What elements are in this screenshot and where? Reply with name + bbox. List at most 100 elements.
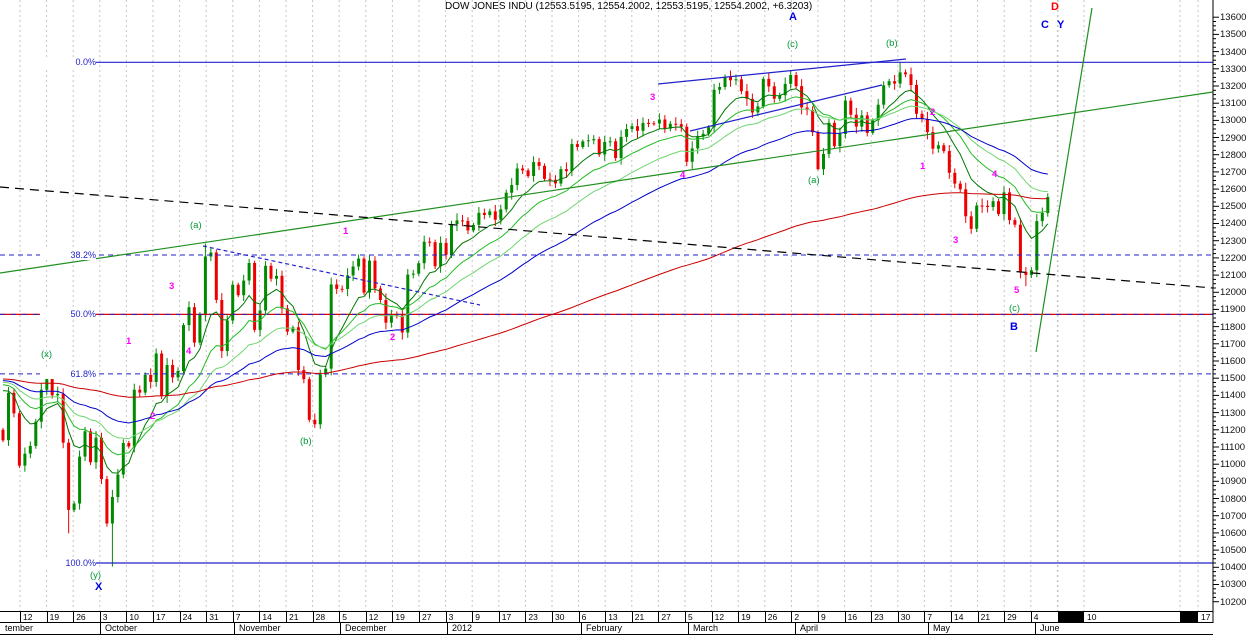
time-axis-weeks: 12 19 26 3 10 17 24 31 7 14 21 28 5 12 19 27 3 9 17 23 30 6 13… bbox=[0, 611, 1213, 623]
price-tick-label: 13400 bbox=[1220, 47, 1247, 58]
price-tick-label: 11000 bbox=[1220, 459, 1246, 470]
week-tick: 24 bbox=[179, 612, 207, 623]
price-tick-label: 10900 bbox=[1220, 476, 1247, 487]
price-tick-label: 11800 bbox=[1220, 322, 1246, 333]
fib-level-label: 100.0% bbox=[40, 558, 96, 568]
wave-label: 4 bbox=[186, 346, 192, 357]
wave-label: 3 bbox=[169, 281, 175, 292]
week-tick: 6 bbox=[578, 612, 606, 623]
week-tick: 19 bbox=[392, 612, 419, 623]
price-tick-label: 11100 bbox=[1220, 442, 1246, 453]
future-week-marker bbox=[1058, 612, 1084, 623]
week-tick: 17 bbox=[153, 612, 180, 623]
price-tick-label: 11900 bbox=[1220, 304, 1246, 315]
wave-label: (a) bbox=[190, 220, 202, 231]
fib-level-label: 38.2% bbox=[40, 250, 96, 260]
wave-label: D bbox=[1051, 1, 1059, 13]
wave-label: (y) bbox=[90, 570, 102, 581]
fib-level-label: 61.8% bbox=[40, 369, 96, 379]
week-tick: 9 bbox=[472, 612, 499, 623]
wave-label: C bbox=[1041, 19, 1049, 31]
future-week-marker bbox=[1180, 612, 1198, 623]
week-tick: 21 bbox=[286, 612, 313, 623]
price-tick-label: 12200 bbox=[1220, 253, 1247, 264]
price-tick-label: 12700 bbox=[1220, 167, 1247, 178]
wave-label: 5 bbox=[1014, 285, 1020, 296]
week-tick: 26 bbox=[764, 612, 792, 623]
month-separator bbox=[340, 623, 344, 634]
month-label: November bbox=[239, 623, 281, 633]
week-tick: 10 bbox=[126, 612, 153, 623]
future-week-label: 17 bbox=[1201, 612, 1211, 622]
price-tick-label: 10400 bbox=[1220, 562, 1247, 573]
week-tick: 29 bbox=[1004, 612, 1031, 623]
week-tick: 17 bbox=[498, 612, 526, 623]
price-tick-label: 11300 bbox=[1220, 408, 1246, 419]
week-tick: 30 bbox=[897, 612, 925, 623]
wave-label: 4 bbox=[992, 169, 998, 180]
week-tick: 14 bbox=[259, 612, 286, 623]
price-tick-label: 10200 bbox=[1220, 597, 1247, 608]
month-separator bbox=[581, 623, 585, 634]
price-tick-label: 12100 bbox=[1220, 270, 1247, 281]
price-tick-label: 12300 bbox=[1220, 236, 1247, 247]
price-tick-label: 10300 bbox=[1220, 579, 1247, 590]
wave-label: Y bbox=[1057, 19, 1065, 31]
price-tick-label: 10500 bbox=[1220, 545, 1247, 556]
wave-label: 2 bbox=[390, 332, 396, 343]
price-tick-label: 12400 bbox=[1220, 218, 1247, 229]
month-label: April bbox=[800, 623, 819, 633]
price-tick-label: 11400 bbox=[1220, 390, 1246, 401]
wave-label: X bbox=[95, 581, 103, 593]
month-separator bbox=[928, 623, 932, 634]
fib-level-label: 50.0% bbox=[40, 309, 96, 319]
week-tick: 2 bbox=[791, 612, 818, 623]
price-tick-label: 10700 bbox=[1220, 511, 1247, 522]
week-tick: 21 bbox=[977, 612, 1005, 623]
week-tick: 3 bbox=[99, 612, 127, 623]
time-axis-months: tember October November December 2012 Februar… bbox=[0, 623, 1213, 635]
price-tick-label: 11200 bbox=[1220, 425, 1246, 436]
month-separator bbox=[795, 623, 799, 634]
price-tick-label: 11600 bbox=[1220, 356, 1246, 367]
month-label: June bbox=[1040, 623, 1060, 633]
wave-label: (c) bbox=[787, 39, 799, 50]
price-tick-label: 13000 bbox=[1220, 115, 1247, 126]
month-separator bbox=[100, 623, 104, 634]
week-tick: 5 bbox=[339, 612, 366, 623]
wave-label: (a) bbox=[808, 175, 820, 186]
week-tick: 3 bbox=[445, 612, 473, 623]
price-tick-label: 13300 bbox=[1220, 64, 1247, 75]
wave-label: 1 bbox=[343, 226, 349, 237]
week-tick: 12 bbox=[711, 612, 739, 623]
wave-label: 1 bbox=[126, 336, 132, 347]
month-separator bbox=[1035, 623, 1039, 634]
month-label: December bbox=[345, 623, 387, 633]
price-tick-label: 12000 bbox=[1220, 287, 1247, 298]
month-separator bbox=[234, 623, 238, 634]
wave-label: (b) bbox=[886, 38, 898, 49]
week-tick: 23 bbox=[871, 612, 898, 623]
week-tick: 26 bbox=[73, 612, 100, 623]
wave-label: 1 bbox=[920, 161, 926, 172]
week-tick: 27 bbox=[658, 612, 685, 623]
week-tick: 12 bbox=[365, 612, 393, 623]
month-label: October bbox=[105, 623, 138, 633]
week-tick: 12 bbox=[20, 612, 47, 623]
week-tick: 23 bbox=[525, 612, 552, 623]
price-tick-label: 11700 bbox=[1220, 339, 1246, 350]
fib-level-label: 0.0% bbox=[40, 57, 96, 67]
price-tick-label: 13100 bbox=[1220, 98, 1247, 109]
wave-label: 3 bbox=[953, 235, 959, 246]
wave-label: (c) bbox=[1009, 303, 1021, 314]
week-tick: 19 bbox=[46, 612, 74, 623]
wave-label: 4 bbox=[680, 170, 686, 181]
week-tick: 21 bbox=[631, 612, 659, 623]
week-tick: 19 bbox=[738, 612, 765, 623]
month-label: May bbox=[933, 623, 951, 633]
price-tick-label: 12500 bbox=[1220, 201, 1247, 212]
price-tick-label: 10600 bbox=[1220, 528, 1247, 539]
price-tick-label: 13200 bbox=[1220, 81, 1247, 92]
price-tick-label: 12800 bbox=[1220, 150, 1247, 161]
week-tick: 28 bbox=[312, 612, 340, 623]
